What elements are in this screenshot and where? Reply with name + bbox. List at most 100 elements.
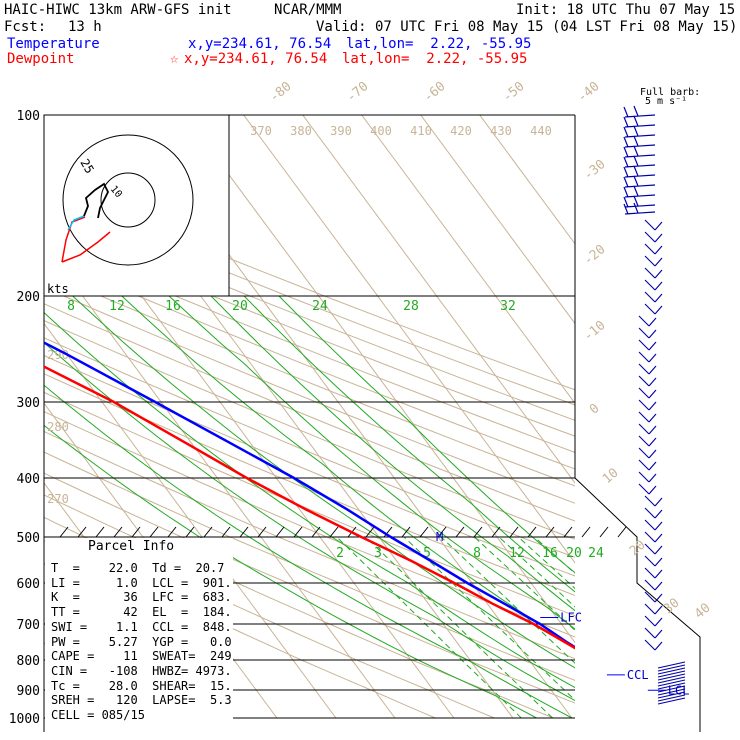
wind-barb bbox=[654, 593, 663, 603]
isotherm-line bbox=[479, 115, 575, 245]
wind-barb bbox=[654, 605, 663, 615]
wind-barb bbox=[623, 196, 629, 208]
hatch-mark bbox=[131, 526, 141, 538]
wind-barb bbox=[648, 425, 657, 435]
hodograph-trace-red bbox=[61, 231, 111, 263]
wind-barb bbox=[654, 521, 663, 531]
hatch-mark bbox=[185, 526, 195, 538]
barb-legend-line1: Full barb: bbox=[640, 87, 700, 98]
wind-barb bbox=[623, 126, 629, 138]
wind-barb bbox=[654, 233, 663, 243]
isotherm-label: 0 bbox=[587, 401, 603, 418]
dry-adiabat-line bbox=[44, 355, 575, 577]
pressure-tick-label: 200 bbox=[17, 290, 40, 305]
isotherm-line bbox=[361, 115, 575, 405]
hatch-mark bbox=[599, 526, 609, 538]
moist-adiabat-line bbox=[278, 295, 575, 574]
hatch-mark bbox=[311, 526, 321, 538]
wind-barb bbox=[624, 194, 656, 198]
wind-barb bbox=[638, 387, 650, 399]
hatch-mark bbox=[527, 526, 537, 538]
dry-adiabat-line bbox=[44, 337, 575, 558]
wind-barb bbox=[624, 204, 656, 208]
dry-adiabat-line bbox=[44, 430, 575, 660]
wind-barb bbox=[633, 145, 639, 157]
wind-barb bbox=[648, 329, 657, 339]
mixing-ratio-label: 20 bbox=[232, 299, 248, 314]
fcst-value: 13 h bbox=[68, 19, 102, 35]
wind-barb bbox=[654, 281, 663, 291]
isotherm-label: -80 bbox=[267, 79, 295, 106]
wind-barb bbox=[638, 315, 650, 327]
wind-barb bbox=[654, 629, 663, 639]
pressure-tick-label: 700 bbox=[17, 618, 40, 633]
wind-barb bbox=[657, 688, 686, 696]
wind-barb bbox=[644, 267, 656, 279]
wind-barb bbox=[633, 165, 639, 177]
wind-barb bbox=[624, 211, 656, 215]
wind-barb bbox=[657, 679, 686, 687]
mixing-ratio-label: 24 bbox=[312, 299, 328, 314]
theta-label: 440 bbox=[530, 124, 552, 138]
dry-adiabat-line bbox=[44, 255, 575, 470]
wind-barb bbox=[633, 202, 639, 214]
mixing-ratio-line bbox=[403, 536, 575, 701]
wind-barb bbox=[657, 664, 686, 672]
mixing-ratio-label: 3 bbox=[374, 546, 382, 561]
pressure-tick-label: 800 bbox=[17, 654, 40, 669]
wind-barb bbox=[654, 617, 663, 627]
wind-barb bbox=[654, 509, 663, 519]
wind-barb bbox=[657, 685, 686, 693]
wind-barb bbox=[638, 411, 650, 423]
mixing-ratio-label: 16 bbox=[542, 546, 558, 561]
dry-adiabat-line bbox=[44, 224, 575, 437]
wind-barb bbox=[624, 184, 656, 188]
wind-barb bbox=[633, 175, 639, 187]
wind-barb bbox=[657, 691, 686, 699]
wind-barb bbox=[657, 667, 686, 675]
wind-barb bbox=[638, 423, 650, 435]
wind-barb bbox=[644, 279, 656, 291]
mixing-ratio-line bbox=[365, 536, 553, 719]
isotherm-label: 40 bbox=[692, 601, 714, 623]
parcel-info-row: T = 22.0 Td = 20.7 bbox=[51, 561, 225, 575]
hatch-mark bbox=[437, 526, 447, 538]
parcel-level-label: CCL bbox=[627, 668, 649, 682]
wind-barb bbox=[638, 459, 650, 471]
mixing-ratio-label: 12 bbox=[109, 299, 125, 314]
parcel-info-title: Parcel Info bbox=[88, 539, 175, 554]
hatch-mark bbox=[581, 526, 591, 538]
wind-barb bbox=[644, 555, 656, 567]
parcel-info-row: CIN = -108 HWBZ= 4973. bbox=[51, 663, 232, 678]
wind-barb bbox=[644, 255, 656, 267]
dewpoint-profile-line bbox=[44, 365, 575, 650]
theta-label: 400 bbox=[370, 124, 392, 138]
wind-barb bbox=[657, 670, 686, 678]
theta-label: 420 bbox=[450, 124, 472, 138]
isotherm-label: 10 bbox=[600, 466, 622, 488]
hatch-mark bbox=[203, 526, 213, 538]
mixing-ratio-label: 16 bbox=[165, 299, 181, 314]
pressure-tick-label: 600 bbox=[17, 577, 40, 592]
wind-barb bbox=[623, 106, 629, 118]
dry-adiabat-line bbox=[44, 270, 575, 487]
hatch-mark bbox=[257, 526, 267, 538]
wind-barb bbox=[644, 531, 656, 543]
hodograph-ring-outer bbox=[62, 134, 194, 266]
wind-barb bbox=[633, 185, 639, 197]
dry-adiabat-line bbox=[44, 411, 575, 638]
wind-barb bbox=[654, 641, 663, 651]
wind-barb bbox=[644, 603, 656, 615]
wind-barb bbox=[623, 156, 629, 168]
hatch-mark bbox=[419, 526, 429, 538]
hatch-mark bbox=[59, 526, 69, 538]
wind-barb bbox=[657, 676, 686, 684]
hatch-mark bbox=[77, 526, 87, 538]
isotherm-label: -70 bbox=[344, 79, 372, 106]
wind-barb bbox=[657, 694, 686, 702]
mixing-ratio-label: 5 bbox=[423, 546, 431, 561]
wind-barb bbox=[633, 195, 639, 207]
wind-barb bbox=[644, 579, 656, 591]
wind-barb bbox=[644, 519, 656, 531]
